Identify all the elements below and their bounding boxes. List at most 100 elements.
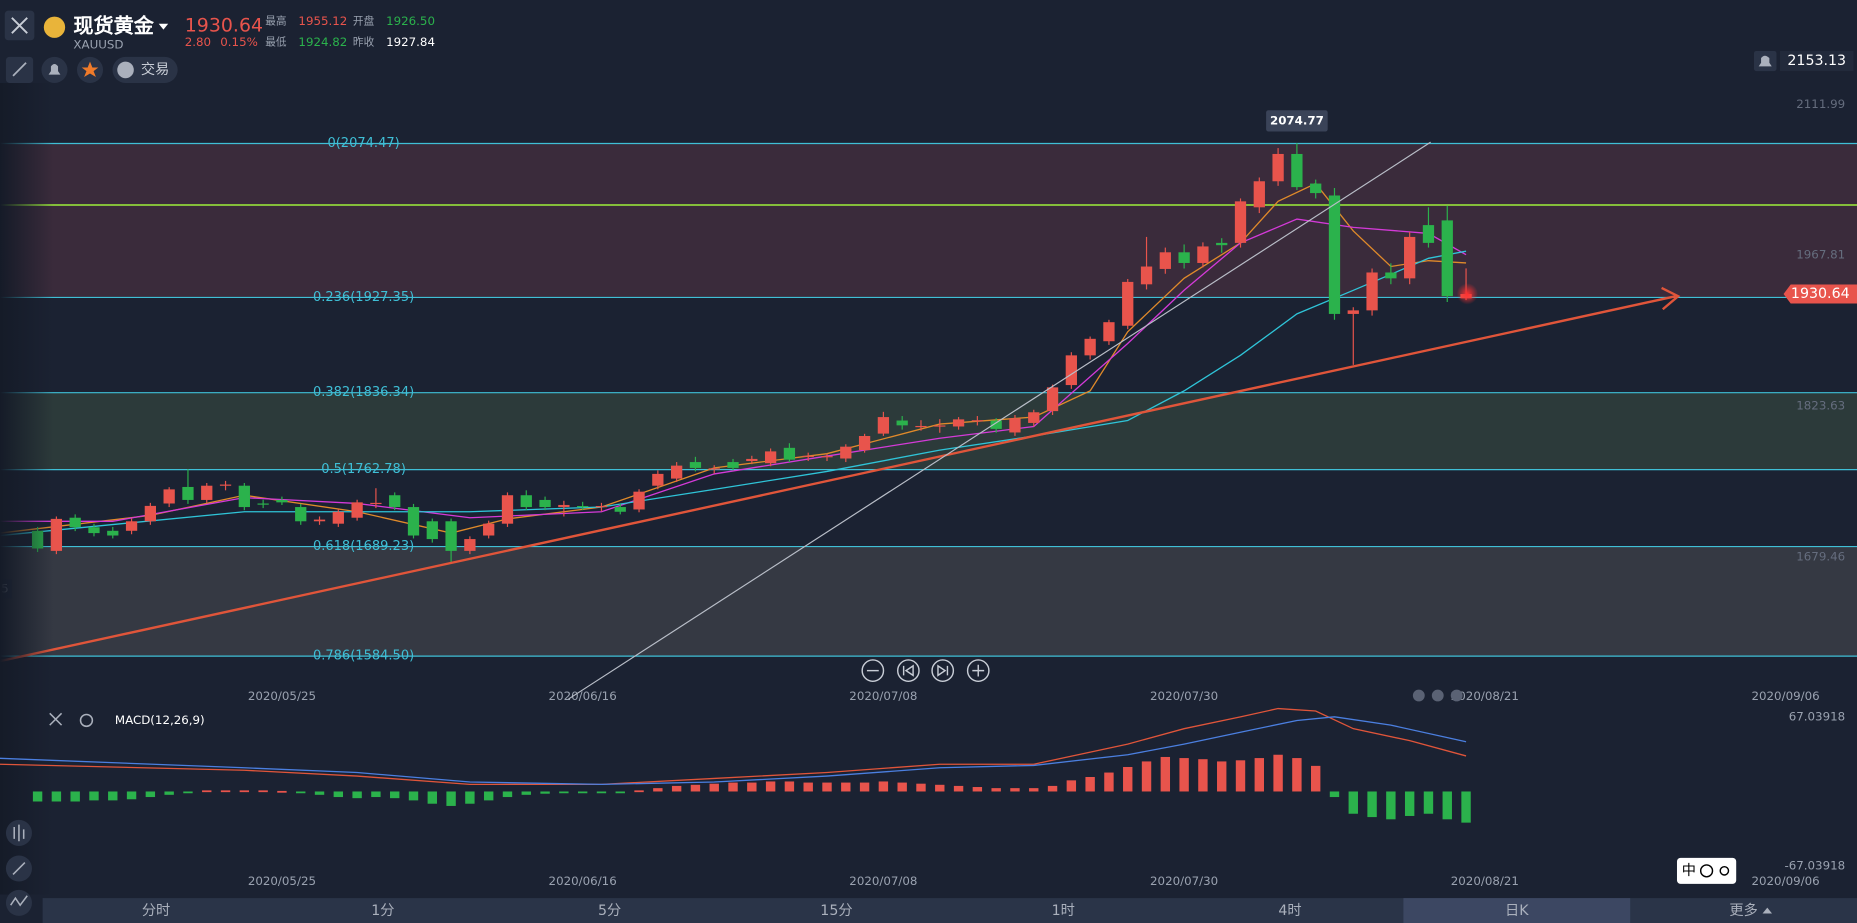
dot bbox=[1412, 689, 1425, 702]
macd-close[interactable] bbox=[49, 712, 63, 726]
tab[interactable]: 5分 bbox=[598, 902, 621, 919]
candle-body bbox=[407, 507, 420, 536]
macd-settings[interactable] bbox=[79, 713, 94, 728]
candle-body bbox=[1009, 418, 1021, 433]
macd-bar bbox=[1085, 777, 1095, 792]
macd-bar bbox=[784, 781, 795, 792]
macd-bar bbox=[1404, 791, 1415, 816]
tab[interactable]: 1时 bbox=[1052, 902, 1075, 919]
fib-label: 0.236(1927.35) bbox=[313, 290, 414, 305]
candle-body bbox=[276, 499, 288, 503]
trade-label: 交易 bbox=[141, 60, 169, 78]
macd-bar bbox=[1179, 758, 1189, 792]
x-tick-label: 2020/09/06 bbox=[1751, 874, 1819, 888]
instrument-name[interactable]: 现货黄金 bbox=[73, 14, 154, 38]
macd-bar bbox=[859, 782, 870, 792]
macd-bar bbox=[1292, 758, 1302, 792]
macd-bar bbox=[51, 791, 62, 802]
zoom-in[interactable] bbox=[966, 659, 990, 683]
tab[interactable]: 更多 bbox=[1729, 902, 1757, 919]
macd-bar bbox=[897, 782, 907, 792]
x-tick-label: 2020/07/08 bbox=[849, 874, 917, 888]
first[interactable] bbox=[896, 659, 920, 683]
candle-body bbox=[708, 468, 720, 470]
symbol: XAUUSD bbox=[73, 38, 123, 52]
candle-body bbox=[257, 503, 269, 505]
toggle-box[interactable] bbox=[1676, 857, 1737, 884]
dropdown[interactable] bbox=[158, 23, 169, 30]
candle-body bbox=[1197, 246, 1209, 263]
tab[interactable]: 分时 bbox=[142, 902, 170, 919]
macd-bar bbox=[1461, 791, 1471, 823]
candle-body bbox=[1366, 272, 1378, 311]
macd-bar bbox=[1254, 758, 1265, 792]
price-dot bbox=[1456, 283, 1479, 305]
change-pct: 0.15% bbox=[220, 35, 258, 49]
candle-body bbox=[858, 436, 871, 451]
candle-body bbox=[88, 527, 100, 534]
fib-band bbox=[0, 297, 1857, 393]
candle-body bbox=[464, 539, 476, 551]
stat-value: 1955.12 bbox=[298, 14, 347, 28]
stat-value: 1926.50 bbox=[386, 14, 435, 28]
macd-bar bbox=[89, 791, 99, 801]
macd-bar bbox=[1423, 791, 1434, 814]
candle-body bbox=[877, 417, 890, 434]
candle-body bbox=[1291, 153, 1303, 188]
candle-body bbox=[840, 446, 852, 459]
candle-body bbox=[727, 462, 739, 468]
macd-bar bbox=[1104, 772, 1114, 792]
macd-bar bbox=[1329, 791, 1340, 798]
macd-bar bbox=[220, 790, 231, 793]
macd-bar bbox=[108, 791, 118, 801]
macd-bar bbox=[371, 791, 381, 798]
high-tag-label: 2074.77 bbox=[1270, 113, 1324, 127]
candle-body bbox=[144, 505, 157, 522]
candle-body bbox=[50, 518, 63, 551]
candle-body bbox=[182, 486, 194, 500]
alert-price: 2153.13 bbox=[1787, 53, 1846, 69]
x-tick-label: 2020/07/08 bbox=[849, 689, 917, 703]
macd-bar bbox=[277, 790, 287, 793]
macd-bar bbox=[916, 783, 926, 792]
macd-bar bbox=[1348, 791, 1358, 814]
tab[interactable]: 15分 bbox=[820, 902, 852, 919]
fib-band bbox=[0, 469, 1857, 547]
tool-icons bbox=[10, 824, 28, 907]
candle-body bbox=[1272, 153, 1284, 182]
candle-body bbox=[107, 530, 119, 536]
macd-bar bbox=[747, 782, 757, 792]
tabs: 分时 1分 5分 15分 1时 4时 日K 更多 bbox=[142, 898, 1773, 923]
macd-bar bbox=[390, 791, 400, 799]
macd-bar bbox=[841, 782, 851, 792]
tab[interactable]: 日K bbox=[1505, 903, 1529, 919]
tab[interactable]: 4时 bbox=[1278, 902, 1301, 919]
macd-bar bbox=[352, 791, 362, 799]
y-tick-label: 1679.46 bbox=[1796, 549, 1845, 563]
alert-price-box bbox=[1780, 50, 1854, 72]
tab[interactable]: 1分 bbox=[371, 902, 394, 919]
macd-bar bbox=[314, 791, 325, 795]
candle-body bbox=[764, 451, 777, 464]
macd-bar bbox=[1273, 754, 1283, 792]
trade-icon bbox=[117, 61, 134, 79]
macd-bar bbox=[972, 787, 983, 792]
macd-bar bbox=[540, 791, 550, 794]
zoom-out[interactable] bbox=[861, 659, 885, 683]
last[interactable] bbox=[931, 659, 955, 683]
close-icon bbox=[11, 17, 28, 34]
macd-bar bbox=[953, 785, 964, 792]
candle-body bbox=[821, 456, 833, 458]
candle-body bbox=[1065, 355, 1077, 386]
candle-body bbox=[332, 511, 344, 524]
macd-bar bbox=[333, 791, 344, 798]
candle-body bbox=[1103, 322, 1115, 342]
y-tick-label: 1823.63 bbox=[1796, 398, 1845, 412]
macd-bar bbox=[164, 791, 174, 795]
candle-body bbox=[1422, 225, 1435, 243]
last-price-tag bbox=[1783, 284, 1857, 304]
candle-body bbox=[483, 523, 495, 536]
candle-body bbox=[1385, 272, 1397, 279]
macd-bar bbox=[258, 790, 268, 793]
macd-bar bbox=[32, 791, 43, 802]
